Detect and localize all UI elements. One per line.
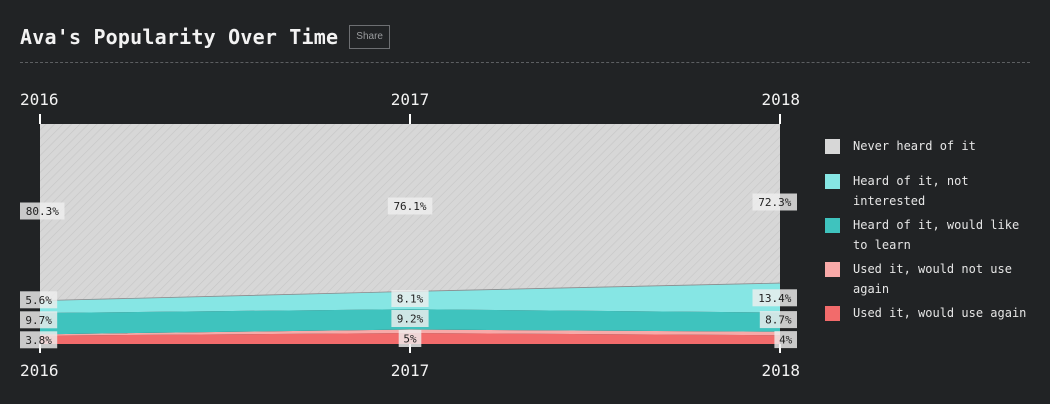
- value-label-text: 8.1%: [397, 293, 424, 306]
- stacked-area-chart: 2016 2016 2017 2017 2018 2018 3.8% 5% 4% 9.7% 9.2%…: [20, 90, 800, 380]
- share-button[interactable]: Share: [349, 25, 390, 49]
- value-label-text: 8.7%: [765, 314, 792, 327]
- header-divider: [20, 62, 1030, 63]
- value-label-bg: [20, 291, 58, 309]
- legend-label: Used it, would use again: [853, 306, 1027, 320]
- legend-swatch-icon: [825, 262, 840, 277]
- legend-item-used-it-would-not-use-again: Used it, would not use again: [825, 259, 1028, 299]
- legend-label: Heard of it, would like to learn: [853, 218, 1020, 252]
- value-label-text: 5%: [403, 333, 417, 346]
- value-label-text: 72.3%: [758, 196, 791, 209]
- legend-item-heard-of-it-not-interested: Heard of it, not interested: [825, 171, 1028, 211]
- legend-label: Used it, would not use again: [853, 262, 1012, 296]
- value-label-never-heard-of-it-2018: 72.3%: [752, 193, 797, 211]
- legend-swatch-icon: [825, 139, 840, 154]
- value-label-text: 9.2%: [397, 313, 424, 326]
- legend-label: Heard of it, not interested: [853, 174, 969, 208]
- value-label-text: 4%: [779, 334, 793, 347]
- value-label-used-it-would-use-again-2016: 3.8%: [20, 331, 58, 349]
- chart-header: Ava's Popularity Over Time Share: [20, 22, 390, 52]
- value-label-bg: [759, 311, 797, 329]
- value-label-text: 80.3%: [26, 205, 59, 218]
- year-label-top-2018: 2018: [761, 90, 800, 109]
- value-label-bg: [774, 331, 797, 349]
- year-label-bottom-2018: 2018: [761, 361, 800, 380]
- value-label-text: 5.6%: [25, 294, 52, 307]
- value-label-heard-of-it-would-like-to-learn-2018: 8.7%: [759, 311, 797, 329]
- value-label-heard-of-it-not-interested-2017: 8.1%: [391, 290, 429, 307]
- chart-title: Ava's Popularity Over Time: [20, 25, 339, 49]
- legend-item-used-it-would-use-again: Used it, would use again: [825, 303, 1028, 323]
- year-label-top-2017: 2017: [391, 90, 430, 109]
- value-label-bg: [391, 310, 429, 327]
- legend-label: Never heard of it: [853, 139, 976, 153]
- value-label-bg: [391, 290, 429, 307]
- value-label-bg: [752, 289, 797, 307]
- legend-item-heard-of-it-would-like-to-learn: Heard of it, would like to learn: [825, 215, 1028, 255]
- legend-item-never-heard-of-it: Never heard of it: [825, 136, 1028, 156]
- legend-swatch-icon: [825, 306, 840, 321]
- value-label-bg: [398, 330, 422, 347]
- year-label-top-2016: 2016: [20, 90, 59, 109]
- value-label-heard-of-it-not-interested-2018: 13.4%: [752, 289, 797, 307]
- value-label-bg: [387, 197, 433, 215]
- value-label-never-heard-of-it-2017: 76.1%: [387, 197, 433, 215]
- value-label-text: 76.1%: [393, 200, 426, 213]
- value-label-never-heard-of-it-2016: 80.3%: [20, 202, 65, 220]
- value-label-heard-of-it-not-interested-2016: 5.6%: [20, 291, 58, 309]
- value-label-text: 3.8%: [25, 334, 52, 347]
- value-label-heard-of-it-would-like-to-learn-2016: 9.7%: [20, 311, 58, 329]
- year-label-bottom-2017: 2017: [391, 361, 430, 380]
- legend-swatch-icon: [825, 174, 840, 189]
- value-label-bg: [20, 331, 58, 349]
- value-label-bg: [20, 202, 65, 220]
- value-label-text: 9.7%: [25, 314, 52, 327]
- value-label-used-it-would-use-again-2018: 4%: [774, 331, 797, 349]
- year-label-bottom-2016: 2016: [20, 361, 59, 380]
- value-label-text: 13.4%: [758, 292, 791, 305]
- value-label-bg: [20, 311, 58, 329]
- value-label-bg: [752, 193, 797, 211]
- value-label-used-it-would-use-again-2017: 5%: [398, 330, 422, 347]
- legend-swatch-icon: [825, 218, 840, 233]
- value-label-heard-of-it-would-like-to-learn-2017: 9.2%: [391, 310, 429, 327]
